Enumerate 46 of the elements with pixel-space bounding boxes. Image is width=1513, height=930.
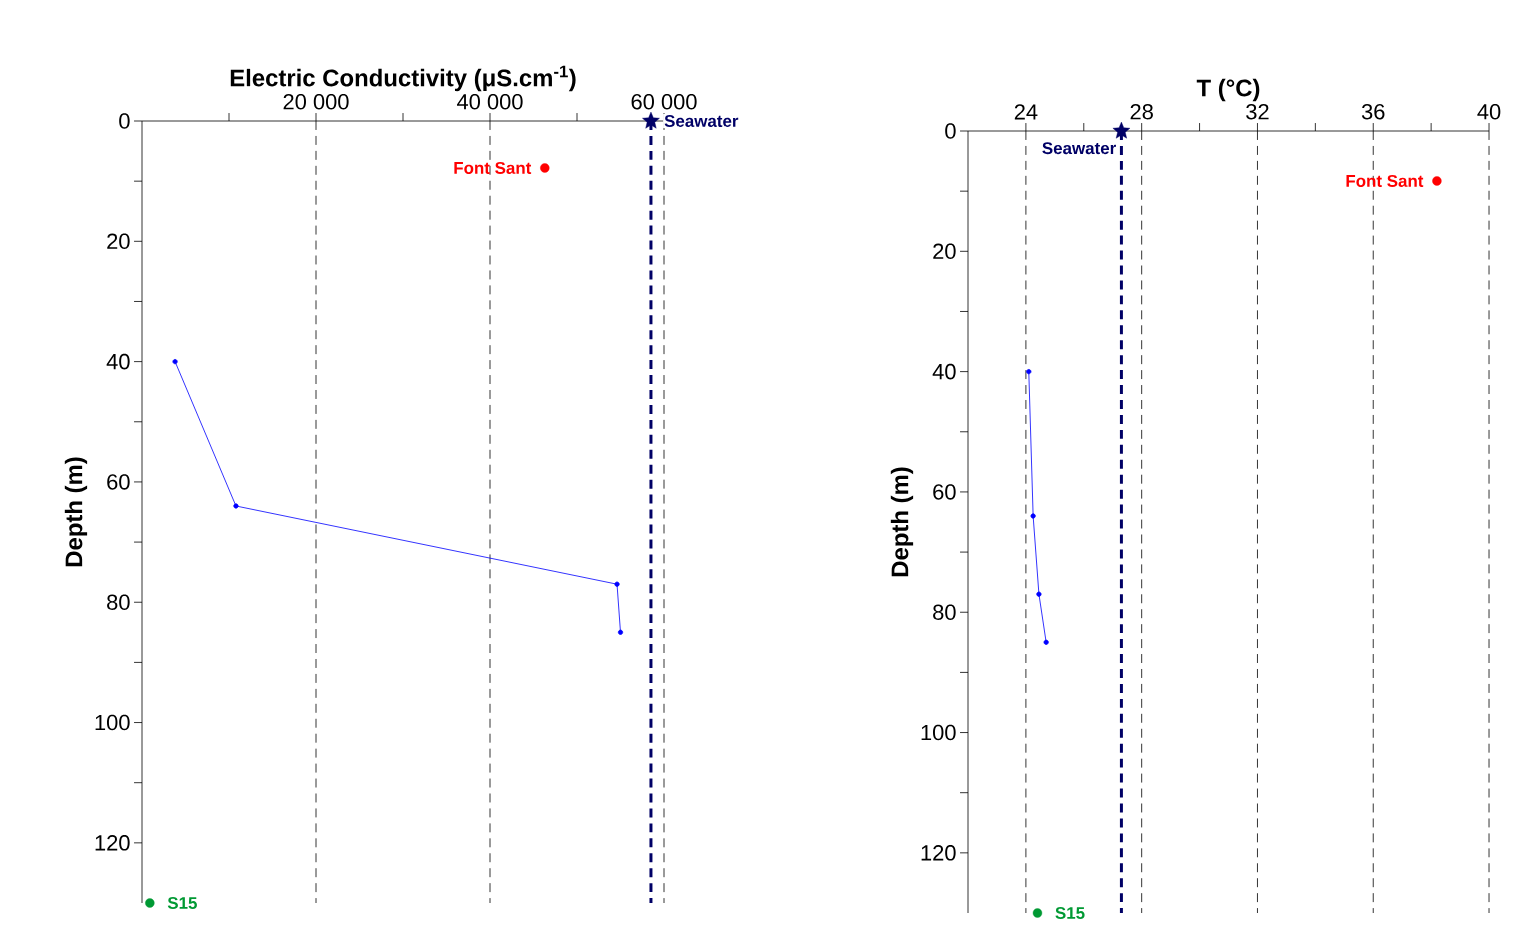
y-tick-label: 80 (933, 604, 956, 620)
point (1112, 121, 1131, 139)
point (1432, 176, 1442, 186)
point (1036, 591, 1042, 597)
y-axis-title: Depth (m) (64, 457, 88, 567)
x-tick-label: 20 000 (283, 93, 349, 110)
point (614, 581, 620, 587)
y-tick-label: 100 (921, 724, 956, 741)
point (145, 898, 155, 908)
series-label: S15 (167, 897, 197, 910)
point (1043, 639, 1049, 645)
x-tick-label: 24 (1014, 104, 1038, 120)
y-tick-label: 40 (932, 363, 956, 380)
x-tick-label: 28 (1130, 103, 1153, 120)
ref-line-label: Seawater (664, 115, 739, 127)
point (642, 111, 660, 129)
y-tick-label: 80 (107, 594, 130, 610)
x-axis-title: Electric Conductivity (μS.cm$^{-1}$) (230, 65, 576, 92)
series-label: S15 (1055, 907, 1085, 920)
x-tick-label: 40 (1477, 103, 1501, 120)
y-tick-label: 100 (95, 714, 130, 731)
y-tick-label: 20 (933, 243, 956, 260)
point (172, 359, 178, 365)
series-label: Font Sant (454, 161, 532, 174)
ref-line-label: Seawater (1042, 142, 1116, 155)
x-tick-label: 40 000 (456, 93, 523, 110)
y-tick-label: 120 (95, 835, 130, 851)
point (1030, 513, 1036, 519)
point (617, 629, 624, 635)
y-tick-label: 120 (921, 845, 956, 861)
y-tick-label: 20 (107, 233, 130, 250)
x-tick-label: 36 (1361, 103, 1385, 120)
point (1026, 369, 1032, 375)
x-tick-label: 60 000 (631, 93, 697, 110)
y-tick-label: 40 (106, 353, 130, 370)
y-tick-label: 0 (119, 113, 130, 129)
point (540, 163, 550, 173)
y-axis-title: Depth (m) (890, 467, 914, 577)
x-axis-title: T (°C) (1196, 78, 1260, 102)
point (233, 503, 239, 509)
x-tick-label: 32 (1246, 103, 1269, 120)
point (1032, 908, 1043, 918)
y-tick-label: 0 (945, 123, 956, 139)
series-label: Font Sant (1346, 174, 1424, 187)
y-tick-label: 60 (107, 474, 130, 490)
y-tick-label: 60 (933, 484, 956, 500)
